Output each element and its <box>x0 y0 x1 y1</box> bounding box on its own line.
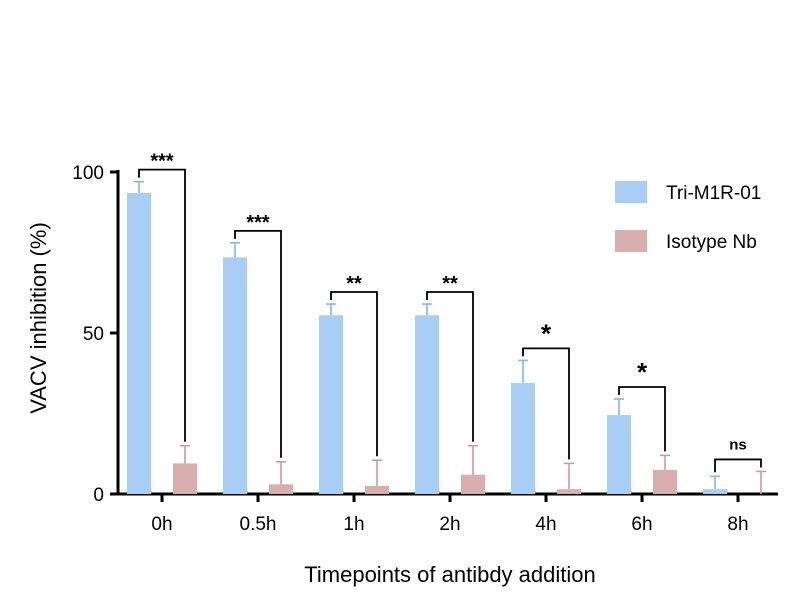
x-tick-label: 2h <box>439 514 460 535</box>
bar-isotype-nb <box>173 463 197 494</box>
bar-isotype-nb <box>269 484 293 494</box>
significance-bracket <box>522 347 570 460</box>
significance-label: * <box>637 357 648 387</box>
significance-bracket <box>618 386 666 452</box>
x-tick-label: 0h <box>151 514 172 535</box>
x-tick-label: 6h <box>631 514 652 535</box>
bar-isotype-nb <box>653 469 677 494</box>
legend-swatch-isotype-nb <box>615 230 647 252</box>
significance-bracket <box>714 458 762 473</box>
bar-isotype-nb <box>365 485 389 494</box>
plot-area: 0 50 100 0h *** 0.5h *** 1h ** 2h ** 4h * 6h * 8h ns <box>72 151 778 535</box>
bar-isotype-nb <box>461 474 485 494</box>
x-tick-label: 0.5h <box>240 514 277 535</box>
x-tick-label: 1h <box>343 514 364 535</box>
significance-bracket <box>138 168 186 442</box>
legend-label-isotype-nb: Isotype Nb <box>666 232 757 253</box>
significance-label: *** <box>150 151 174 173</box>
significance-label: ns <box>729 436 747 453</box>
bar-tri-m1r-01 <box>415 315 439 494</box>
bar-tri-m1r-01 <box>607 415 631 494</box>
bar-tri-m1r-01 <box>703 489 727 494</box>
y-tick-label: 100 <box>72 163 104 184</box>
significance-bracket <box>234 229 282 458</box>
legend-label-tri-m1r-01: Tri-M1R-01 <box>666 183 761 204</box>
y-tick-label: 50 <box>83 324 104 345</box>
significance-bracket <box>330 291 378 457</box>
bar-tri-m1r-01 <box>511 382 535 494</box>
bar-tri-m1r-01 <box>319 315 343 494</box>
significance-label: *** <box>246 212 270 234</box>
significance-label: * <box>541 318 552 348</box>
x-tick-label: 4h <box>535 514 556 535</box>
bar-isotype-nb <box>557 489 581 494</box>
legend: Tri-M1R-01 Isotype Nb <box>615 181 761 253</box>
x-tick-label: 8h <box>727 514 748 535</box>
y-tick-label: 0 <box>93 485 104 506</box>
significance-label: ** <box>346 273 362 295</box>
significance-bracket <box>426 291 474 442</box>
significance-label: ** <box>442 273 458 295</box>
bar-tri-m1r-01 <box>223 257 247 494</box>
bar-tri-m1r-01 <box>127 192 151 494</box>
x-axis-title: Timepoints of antibdy addition <box>304 562 595 587</box>
legend-swatch-tri-m1r-01 <box>615 181 647 203</box>
y-axis-title: VACV inhibition (%) <box>26 222 51 414</box>
